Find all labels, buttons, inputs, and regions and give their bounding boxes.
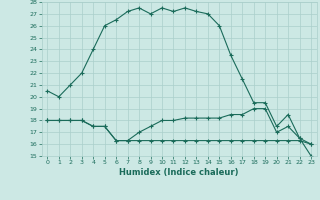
X-axis label: Humidex (Indice chaleur): Humidex (Indice chaleur) (119, 168, 239, 177)
